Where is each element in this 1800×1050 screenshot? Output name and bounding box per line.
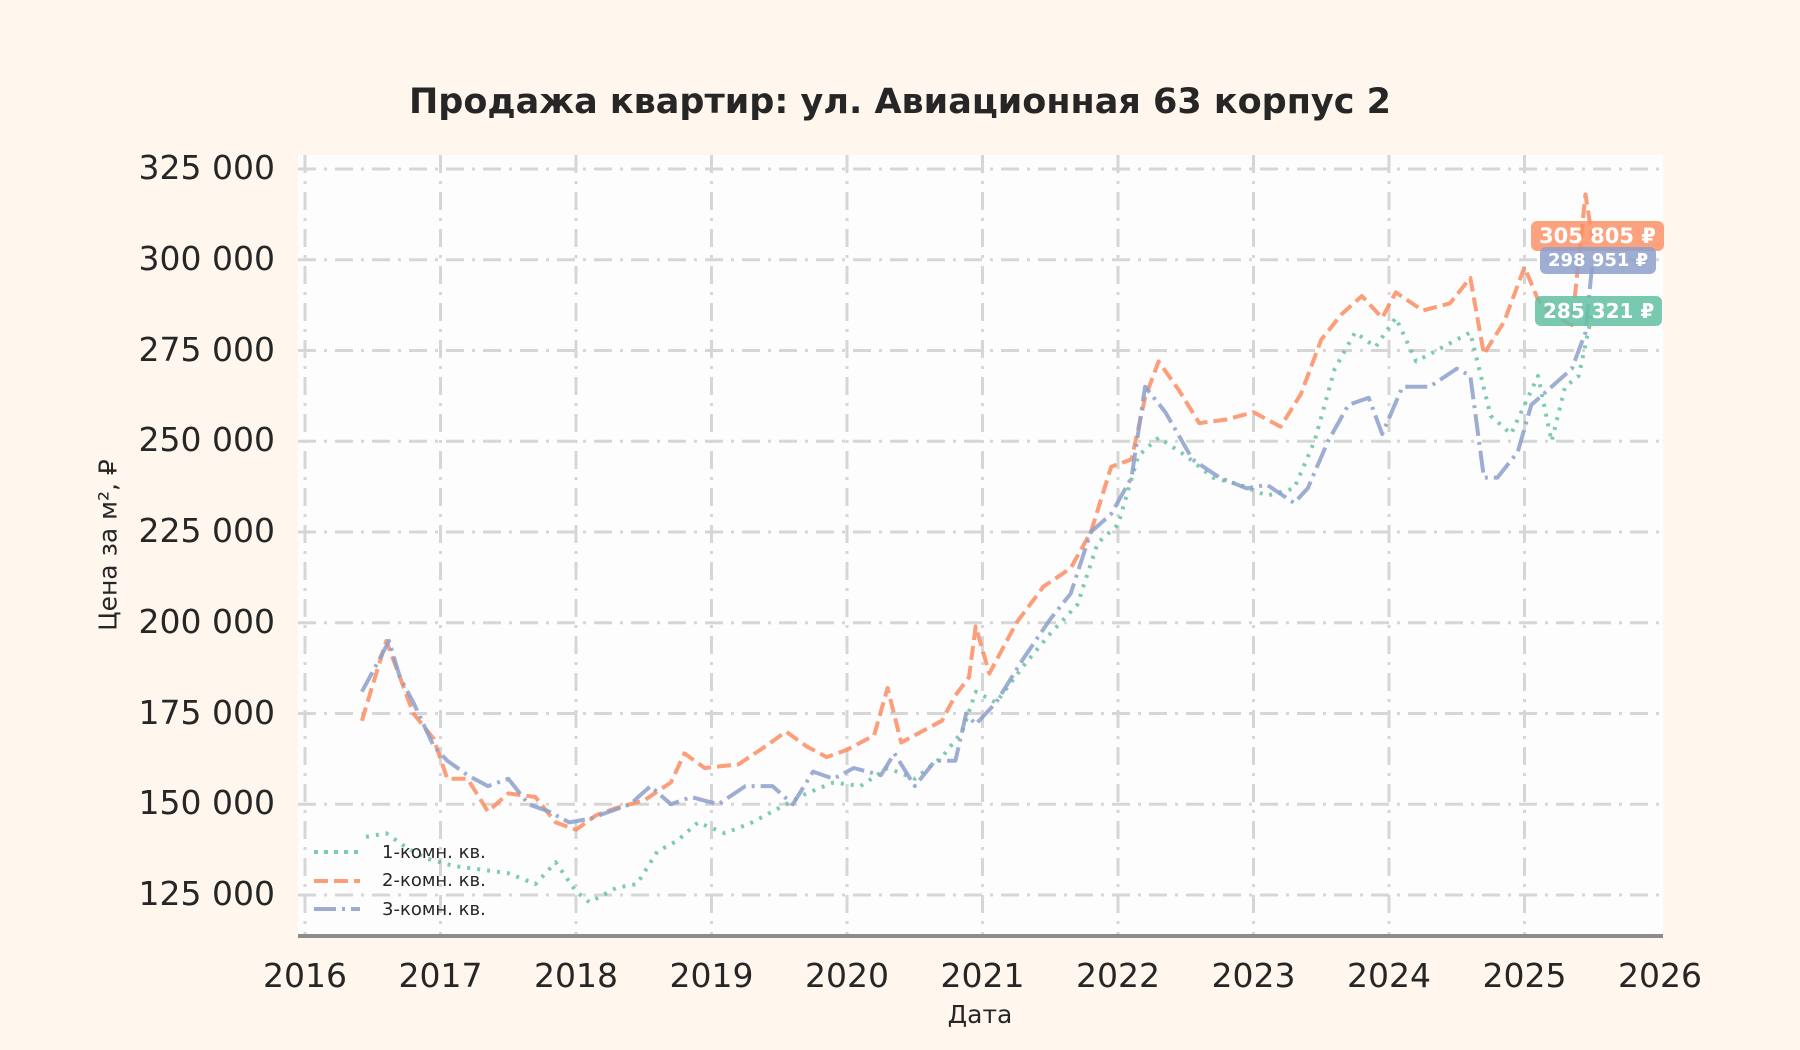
y-tick: 250 000 (138, 420, 275, 460)
x-tick: 2018 (534, 956, 618, 995)
y-tick: 325 000 (138, 148, 275, 187)
x-tick: 2016 (263, 956, 347, 995)
legend-item-2-room: 2-комн. кв. (312, 867, 486, 896)
x-tick: 2020 (805, 956, 889, 995)
legend-item-1-room: 1-комн. кв. (312, 838, 486, 867)
y-tick: 175 000 (138, 692, 275, 732)
dotted-line-icon (314, 850, 360, 855)
y-axis-label: Цена за м², ₽ (93, 459, 123, 631)
x-axis-label: Дата (947, 1000, 1013, 1029)
y-tick: 225 000 (138, 511, 275, 550)
series-lines (359, 192, 1595, 905)
y-tick: 125 000 (138, 874, 275, 913)
dashed-line-icon (314, 878, 360, 883)
legend-label: 3-комн. кв. (382, 898, 486, 920)
plot-area (298, 155, 1663, 936)
legend: 1-комн. кв. 2-комн. кв. 3-комн. кв. (312, 838, 486, 924)
last-value-badge-1-room: 285 321 ₽ (1535, 296, 1663, 326)
legend-label: 2-комн. кв. (382, 870, 486, 892)
x-tick: 2022 (1076, 956, 1160, 995)
x-tick: 2023 (1211, 956, 1296, 995)
x-tick: 2021 (940, 956, 1025, 995)
last-value-badge-2-room: 305 805 ₽ (1531, 221, 1664, 251)
grid-lines (298, 155, 1663, 936)
x-tick: 2025 (1482, 956, 1567, 995)
y-tick: 150 000 (138, 783, 275, 823)
y-tick: 200 000 (138, 601, 275, 641)
legend-item-3-room: 3-комн. кв. (312, 895, 486, 924)
y-tick: 275 000 (138, 329, 275, 369)
last-value-badge-3-room: 298 951 ₽ (1540, 247, 1657, 274)
x-tick: 2026 (1618, 956, 1702, 995)
y-tick: 300 000 (138, 238, 275, 278)
x-tick: 2019 (669, 956, 754, 995)
dashdot-line-icon (314, 907, 360, 912)
x-tick: 2017 (398, 956, 483, 995)
x-tick: 2024 (1347, 956, 1431, 995)
legend-label: 1-комн. кв. (382, 841, 486, 863)
chart-title: Продажа квартир: ул. Авиационная 63 корп… (408, 82, 1392, 122)
